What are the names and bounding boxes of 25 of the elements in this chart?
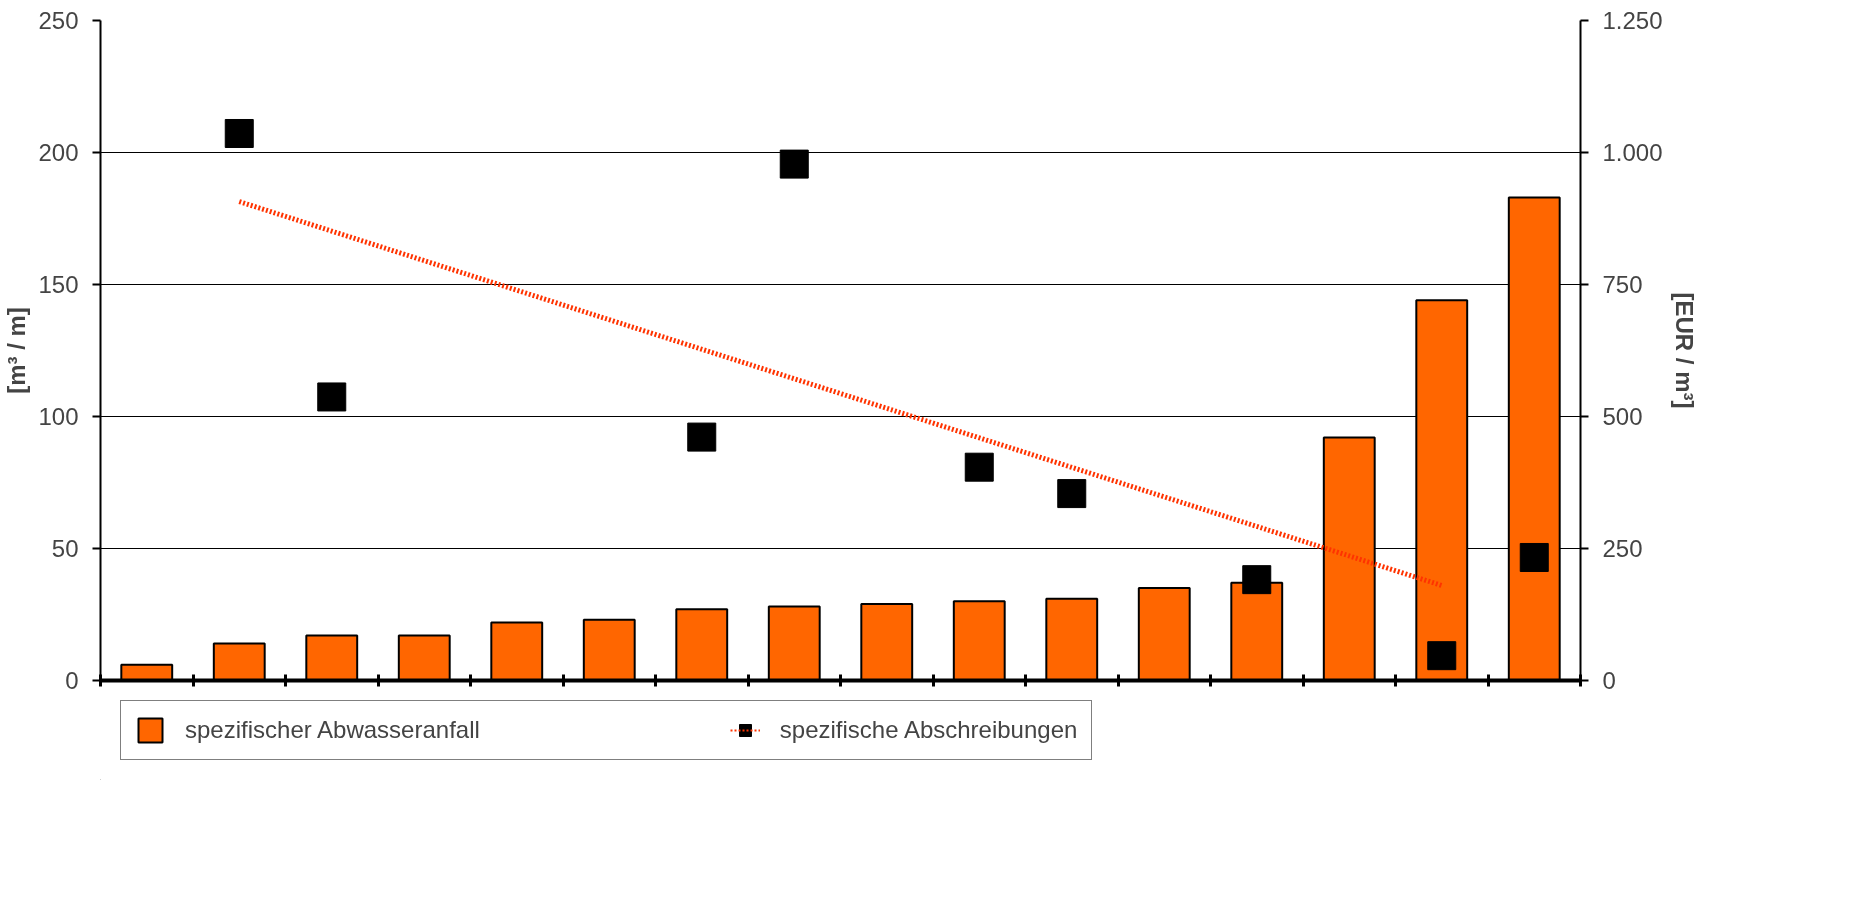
y-tick-label: 250 [38,7,79,34]
y2-tick-label: 500 [1602,403,1643,430]
y-tick-label: 150 [38,271,79,298]
point [1057,479,1087,509]
y-tick-label: 100 [38,403,79,430]
y-tick-label: 50 [51,535,79,562]
y-tick-label: 0 [65,667,79,694]
y2-axis-title: [EUR / m³] [1670,292,1698,409]
y2-tick-label: 1.250 [1602,7,1663,34]
point [964,452,994,482]
y2-tick-label: 0 [1602,667,1616,694]
legend-label: spezifische Abschreibungen [779,716,1078,744]
y2-tick-label: 250 [1602,535,1643,562]
point [224,118,254,148]
y2-tick-label: 750 [1602,271,1643,298]
point [1242,565,1272,595]
y-axis-title: [m³ / m] [3,307,31,394]
legend-label: spezifischer Abwasseranfall [185,716,480,744]
y-tick-label: 200 [38,139,79,166]
point [779,149,809,179]
y2-tick-label: 1.000 [1602,139,1663,166]
point [687,422,717,452]
point [1427,641,1457,671]
point [1519,542,1549,572]
point [317,382,347,412]
